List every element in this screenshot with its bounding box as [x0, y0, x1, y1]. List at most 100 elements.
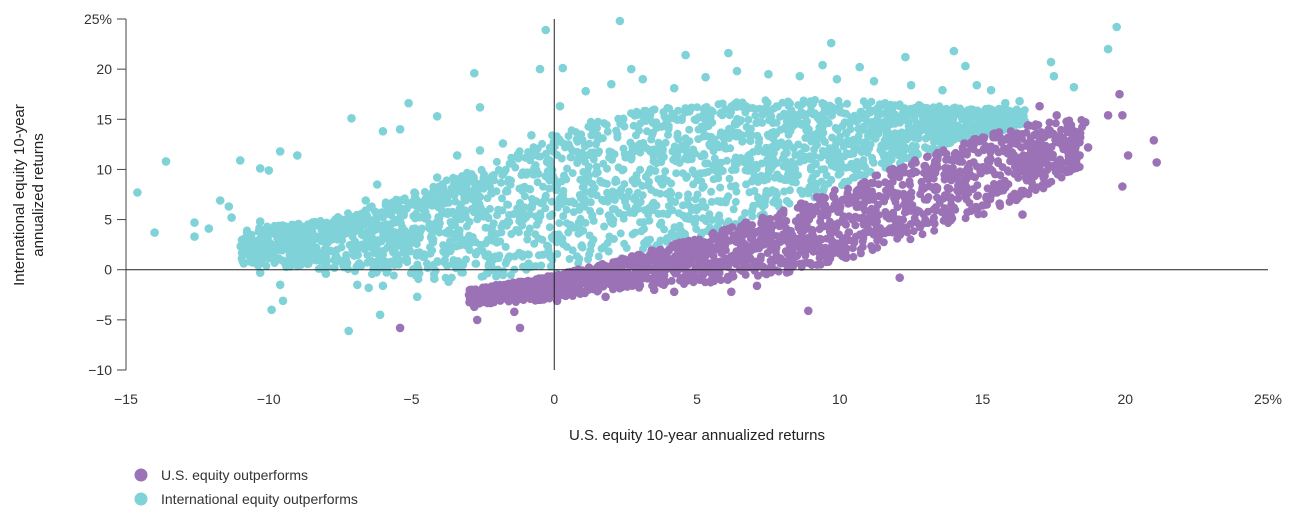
dense-point — [586, 198, 595, 207]
dense-point — [831, 141, 840, 150]
dense-point — [433, 257, 442, 266]
dense-point — [1007, 117, 1016, 126]
dense-point — [867, 179, 876, 187]
dense-point — [459, 268, 467, 277]
dense-point — [759, 263, 768, 272]
intl-point — [267, 305, 276, 315]
dense-point — [1045, 118, 1054, 127]
dense-point — [848, 215, 857, 224]
dense-point — [881, 208, 890, 216]
dense-point — [365, 219, 374, 228]
dense-point — [827, 152, 836, 161]
intl-point — [481, 251, 491, 260]
dense-point — [479, 184, 488, 193]
dense-point — [706, 117, 715, 126]
dense-point — [849, 148, 858, 157]
dense-point — [695, 235, 704, 244]
intl-point — [764, 69, 773, 79]
dense-point — [1027, 178, 1036, 187]
dense-point — [399, 211, 408, 220]
dense-point — [906, 220, 915, 228]
dense-point — [774, 267, 783, 276]
dense-point — [700, 151, 709, 160]
intl-point — [290, 237, 299, 246]
intl-point — [724, 48, 733, 58]
intl-point — [581, 86, 590, 96]
dense-point — [426, 243, 434, 252]
dense-point — [939, 216, 948, 225]
dense-point — [548, 210, 557, 219]
dense-point — [465, 177, 474, 185]
dense-point — [312, 232, 321, 241]
dense-point — [988, 110, 997, 119]
dense-point — [631, 228, 640, 237]
dense-point — [997, 138, 1006, 147]
dense-point — [869, 195, 878, 204]
dense-point — [532, 212, 541, 221]
intl-point — [264, 239, 274, 248]
dense-point — [636, 253, 645, 262]
dense-point — [543, 167, 552, 176]
dense-point — [578, 148, 587, 157]
dense-point — [801, 134, 810, 142]
intl-point — [681, 50, 690, 60]
intl-point — [378, 127, 388, 136]
dense-point — [799, 119, 807, 128]
dense-point — [898, 180, 907, 189]
dense-point — [568, 169, 577, 178]
dense-point — [657, 220, 665, 228]
us-point — [510, 307, 519, 317]
dense-point — [868, 246, 877, 255]
dense-point — [241, 249, 250, 258]
dense-point — [806, 163, 815, 172]
dense-point — [764, 217, 773, 226]
dense-point — [776, 112, 785, 121]
dense-point — [707, 216, 716, 224]
dense-point — [581, 188, 590, 196]
dense-point — [720, 225, 729, 234]
dense-point — [502, 186, 511, 195]
dense-point — [673, 132, 682, 141]
dense-point — [679, 247, 688, 256]
dense-point — [974, 148, 983, 157]
dense-point — [431, 219, 440, 228]
dense-point — [593, 270, 602, 279]
intl-point — [986, 85, 996, 95]
dense-point — [567, 126, 576, 135]
dense-point — [847, 198, 856, 207]
dense-point — [804, 214, 813, 223]
dense-point — [497, 228, 506, 237]
intl-point — [347, 114, 356, 123]
dense-point — [688, 166, 697, 175]
dense-point — [446, 237, 454, 246]
dense-point — [577, 241, 586, 250]
dense-point — [856, 124, 864, 133]
dense-point — [437, 206, 446, 215]
us-point — [624, 280, 633, 290]
dense-point — [767, 161, 776, 170]
dense-point — [768, 186, 777, 195]
dense-point — [632, 171, 641, 180]
dense-point — [280, 238, 289, 247]
dense-point — [662, 189, 671, 198]
intl-point — [378, 281, 388, 291]
intl-point — [375, 310, 385, 320]
dense-point — [919, 210, 928, 219]
dense-point — [758, 118, 767, 127]
y-tick-label: 0 — [104, 262, 112, 278]
intl-point — [535, 64, 545, 74]
dense-point — [454, 185, 462, 194]
dense-point — [942, 112, 951, 121]
dense-point — [795, 213, 804, 222]
intl-point — [1049, 71, 1059, 81]
dense-point — [471, 238, 480, 247]
dense-point — [559, 212, 568, 221]
dense-point — [474, 295, 483, 304]
dense-point — [732, 187, 741, 196]
dense-point — [696, 169, 704, 178]
dense-point — [945, 184, 954, 193]
dense-point — [782, 161, 791, 170]
dense-point — [891, 168, 900, 177]
dense-point — [790, 234, 799, 242]
